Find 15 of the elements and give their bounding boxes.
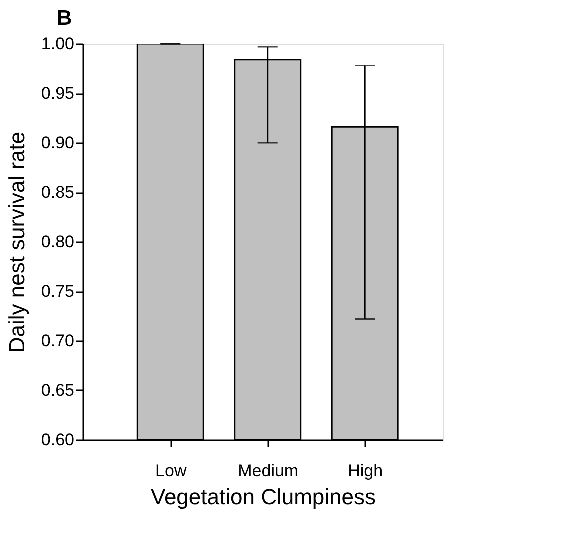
y-tick-label: 0.65 bbox=[41, 381, 74, 400]
y-axis-title: Daily nest survival rate bbox=[4, 132, 30, 354]
y-tick-label: 0.75 bbox=[41, 282, 74, 301]
y-tick-label: 0.60 bbox=[41, 430, 74, 450]
x-tick-label: High bbox=[348, 462, 384, 480]
y-tick-label: 0.90 bbox=[41, 134, 74, 152]
y-tick-label: 0.85 bbox=[41, 183, 74, 202]
y-tick-label: 0.80 bbox=[41, 232, 74, 252]
y-tick-label: 0.95 bbox=[41, 84, 74, 103]
y-tick-label: 0.70 bbox=[41, 332, 74, 350]
y-tick-label: 1.00 bbox=[41, 34, 74, 54]
x-tick-label: Medium bbox=[238, 462, 299, 480]
text: B bbox=[57, 7, 72, 30]
x-axis-title: Vegetation Clumpiness bbox=[150, 484, 376, 510]
x-tick-label: Low bbox=[156, 462, 188, 480]
